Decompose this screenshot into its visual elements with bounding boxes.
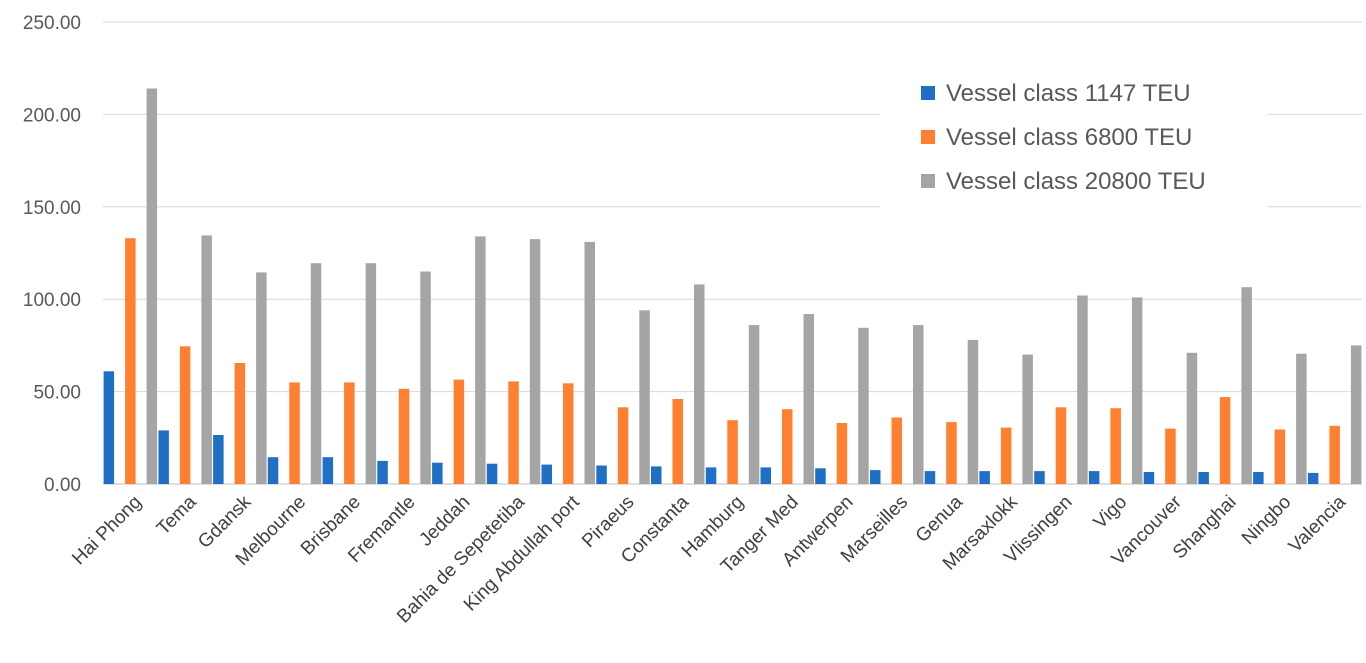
bar-2-king-abdullah-port bbox=[563, 383, 574, 484]
bar-1-king-abdullah-port bbox=[541, 464, 552, 484]
bar-2-vancouver bbox=[1165, 428, 1176, 484]
bar-2-brisbane bbox=[344, 382, 355, 484]
bar-3-tema bbox=[201, 235, 212, 484]
bar-1-antwerpen bbox=[815, 468, 826, 484]
bar-3-constanta bbox=[694, 284, 705, 484]
bar-3-hai-phong bbox=[146, 88, 158, 484]
bar-3-antwerpen bbox=[858, 327, 869, 484]
bar-3-fremantle bbox=[420, 271, 431, 484]
y-tick-label: 100.00 bbox=[23, 290, 81, 311]
y-tick-label: 150.00 bbox=[23, 198, 81, 219]
legend-label-2: Vessel class 6800 TEU bbox=[946, 124, 1192, 151]
bar-2-fremantle bbox=[398, 388, 410, 484]
bar-1-marseilles bbox=[870, 470, 881, 484]
bar-3-marseilles bbox=[913, 325, 924, 484]
y-tick-label: 0.00 bbox=[44, 475, 81, 496]
bar-3-vancouver bbox=[1186, 352, 1198, 484]
bar-3-genua bbox=[967, 339, 979, 484]
bar-2-bahia-de-sepetetiba bbox=[508, 381, 519, 484]
bar-2-antwerpen bbox=[836, 423, 848, 484]
x-tick-label: Valencia bbox=[1285, 491, 1351, 557]
bar-3-vlissingen bbox=[1077, 295, 1088, 484]
y-tick-label: 250.00 bbox=[23, 13, 81, 34]
bar-1-tanger-med bbox=[760, 467, 771, 484]
bar-2-marseilles bbox=[891, 417, 902, 484]
legend-label-1: Vessel class 1147 TEU bbox=[946, 80, 1191, 107]
bar-2-genua bbox=[946, 422, 957, 484]
bar-1-vancouver bbox=[1143, 472, 1155, 484]
bar-2-ningbo bbox=[1274, 429, 1286, 484]
legend-swatch-3 bbox=[921, 174, 935, 188]
bar-2-melbourne bbox=[289, 382, 300, 484]
bar-1-jeddah bbox=[432, 462, 443, 484]
bar-1-tema bbox=[158, 430, 169, 484]
legend-box bbox=[880, 72, 1268, 210]
bar-2-shanghai bbox=[1219, 397, 1231, 484]
bar-1-brisbane bbox=[322, 457, 334, 484]
bar-2-tanger-med bbox=[782, 409, 793, 484]
bar-3-piraeus bbox=[639, 310, 650, 484]
bar-3-valencia bbox=[1350, 345, 1362, 484]
bar-2-vlissingen bbox=[1055, 407, 1067, 484]
x-tick-label: Tema bbox=[153, 491, 201, 539]
bar-1-fremantle bbox=[377, 460, 388, 484]
bar-1-vlissingen bbox=[1034, 471, 1045, 484]
bar-3-tanger-med bbox=[803, 314, 814, 484]
legend-label-3: Vessel class 20800 TEU bbox=[946, 168, 1206, 195]
bar-3-marsaxlokk bbox=[1022, 354, 1033, 484]
bar-3-hamburg bbox=[748, 325, 760, 484]
bar-2-jeddah bbox=[453, 379, 465, 484]
bar-3-shanghai bbox=[1241, 287, 1252, 484]
bar-2-piraeus bbox=[617, 407, 629, 484]
bar-1-genua bbox=[924, 471, 936, 484]
y-tick-label: 50.00 bbox=[33, 383, 81, 404]
bar-1-constanta bbox=[651, 466, 662, 484]
legend-swatch-2 bbox=[921, 130, 935, 144]
bar-2-hai-phong bbox=[125, 238, 136, 484]
legend-swatch-1 bbox=[921, 86, 935, 100]
bar-1-gdansk bbox=[213, 435, 224, 484]
bar-3-jeddah bbox=[475, 236, 486, 484]
bar-3-ningbo bbox=[1296, 353, 1307, 484]
bar-1-marsaxlokk bbox=[979, 471, 990, 484]
x-tick-label: Vigo bbox=[1090, 492, 1131, 533]
bar-1-vigo bbox=[1088, 471, 1100, 484]
y-tick-label: 200.00 bbox=[23, 105, 81, 126]
bar-3-brisbane bbox=[365, 263, 377, 484]
bar-2-gdansk bbox=[234, 363, 246, 484]
bar-3-vigo bbox=[1131, 297, 1143, 484]
bar-3-gdansk bbox=[256, 272, 267, 484]
bar-3-king-abdullah-port bbox=[584, 241, 595, 484]
bar-1-valencia bbox=[1307, 472, 1319, 484]
bar-2-hamburg bbox=[727, 420, 738, 484]
bar-3-bahia-de-sepetetiba bbox=[529, 239, 541, 484]
bar-2-valencia bbox=[1329, 425, 1340, 484]
bar-1-hai-phong bbox=[103, 371, 115, 484]
bar-1-hamburg bbox=[705, 467, 717, 484]
bar-1-piraeus bbox=[596, 465, 607, 484]
bar-1-melbourne bbox=[267, 457, 279, 484]
bar-2-vigo bbox=[1110, 408, 1121, 484]
bar-2-marsaxlokk bbox=[1000, 427, 1012, 484]
bar-2-constanta bbox=[672, 399, 683, 484]
bar-1-shanghai bbox=[1198, 472, 1209, 484]
bar-1-ningbo bbox=[1253, 472, 1264, 484]
bar-2-tema bbox=[179, 346, 191, 484]
bar-3-melbourne bbox=[310, 263, 322, 484]
x-tick-label: Hai Phong bbox=[68, 492, 146, 570]
bar-1-bahia-de-sepetetiba bbox=[486, 463, 498, 484]
